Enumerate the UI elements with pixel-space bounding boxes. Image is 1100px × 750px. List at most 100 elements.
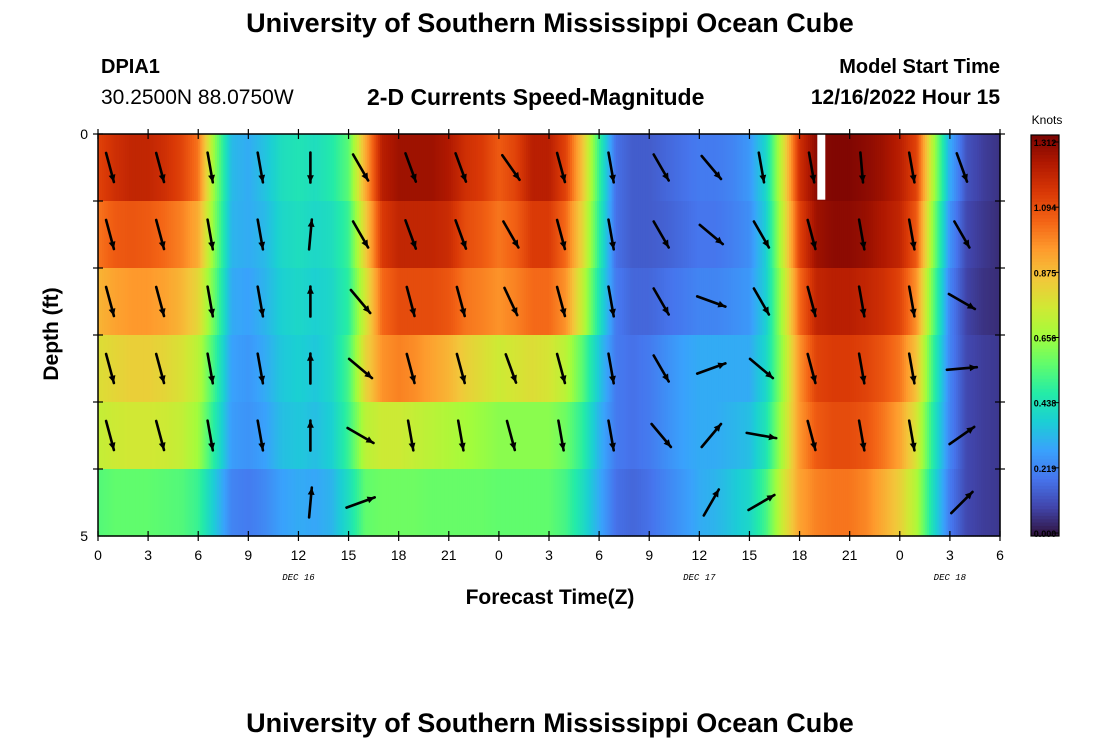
current-arrow xyxy=(806,419,817,452)
heatmap-cell xyxy=(488,268,492,336)
arrow-head xyxy=(208,174,215,183)
heatmap-cell xyxy=(183,335,187,403)
heatmap-cell xyxy=(315,335,318,403)
heatmap-cell xyxy=(812,268,815,336)
heatmap-cell xyxy=(390,134,393,202)
heatmap-cell xyxy=(342,469,345,537)
heatmap-cell xyxy=(830,201,834,269)
heatmap-cell xyxy=(394,402,398,470)
heatmap-cell xyxy=(482,335,485,403)
heatmap-cell xyxy=(937,335,941,403)
heatmap-cell xyxy=(354,402,358,470)
page-title: University of Southern Mississippi Ocean… xyxy=(246,8,854,38)
heatmap-cell xyxy=(265,201,268,269)
heatmap-cell xyxy=(285,201,289,269)
heatmap-cell xyxy=(958,134,961,202)
heatmap-cell xyxy=(150,469,153,537)
heatmap-cell xyxy=(670,402,673,470)
arrow-head xyxy=(662,172,669,181)
heatmap-cell xyxy=(417,335,421,403)
heatmap-cell xyxy=(490,134,494,202)
current-arrow xyxy=(404,152,418,183)
heatmap-cell xyxy=(899,402,903,470)
heatmap-cell xyxy=(864,469,867,537)
heatmap-cell xyxy=(634,268,638,336)
heatmap-cell xyxy=(313,335,316,403)
colorbar-segment xyxy=(1031,532,1059,537)
heatmap-cell xyxy=(622,402,625,470)
heatmap-cell xyxy=(981,134,984,202)
heatmap-cell xyxy=(277,335,281,403)
heatmap-cell xyxy=(546,134,550,202)
heatmap-cell xyxy=(223,134,226,202)
heatmap-cell xyxy=(995,134,999,202)
heatmap-cell xyxy=(864,402,867,470)
heatmap-cell xyxy=(599,469,602,537)
heatmap-cell xyxy=(847,402,851,470)
heatmap-cell xyxy=(803,134,807,202)
heatmap-cell xyxy=(732,469,736,537)
heatmap-cell xyxy=(832,469,836,537)
heatmap-cell xyxy=(891,134,895,202)
heatmap-cell xyxy=(340,134,343,202)
heatmap-cell xyxy=(682,335,686,403)
heatmap-cell xyxy=(171,335,174,403)
heatmap-cell xyxy=(542,268,546,336)
heatmap-cell xyxy=(862,469,865,537)
heatmap-cell xyxy=(290,402,293,470)
heatmap-cell xyxy=(789,201,792,269)
heatmap-cell xyxy=(425,268,429,336)
heatmap-cell xyxy=(645,201,648,269)
heatmap-cell xyxy=(98,134,101,202)
heatmap-cell xyxy=(377,402,381,470)
heatmap-cell xyxy=(340,268,343,336)
heatmap-cell xyxy=(173,268,176,336)
heatmap-cell xyxy=(557,335,561,403)
colorbar-segment xyxy=(1031,372,1059,377)
heatmap-cell xyxy=(438,402,442,470)
current-arrow xyxy=(104,218,116,251)
heatmap-cell xyxy=(306,268,310,336)
heatmap-cell xyxy=(137,201,141,269)
heatmap-cell xyxy=(269,201,272,269)
colorbar-segment xyxy=(1031,362,1059,367)
heatmap-cell xyxy=(943,268,947,336)
heatmap-cell xyxy=(392,134,396,202)
heatmap-cell xyxy=(753,268,757,336)
heatmap-cell xyxy=(110,201,114,269)
heatmap-cell xyxy=(954,268,957,336)
heatmap-cell xyxy=(636,469,640,537)
current-arrow xyxy=(607,151,616,184)
heatmap-cell xyxy=(862,268,865,336)
heatmap-cell xyxy=(655,469,659,537)
heatmap-cell xyxy=(822,402,826,470)
heatmap-cell xyxy=(150,402,153,470)
heatmap-cell xyxy=(981,335,984,403)
heatmap-cell xyxy=(450,469,454,537)
heatmap-cell xyxy=(225,469,229,537)
heatmap-cell xyxy=(903,335,907,403)
heatmap-cell xyxy=(390,335,393,403)
heatmap-cell xyxy=(461,469,464,537)
heatmap-cell xyxy=(918,134,922,202)
heatmap-cell xyxy=(300,335,304,403)
heatmap-cell xyxy=(776,335,780,403)
heatmap-cell xyxy=(670,201,673,269)
heatmap-cell xyxy=(521,201,525,269)
heatmap-cell xyxy=(561,402,565,470)
heatmap-cell xyxy=(649,469,652,537)
arrow-head xyxy=(458,442,466,451)
heatmap-cell xyxy=(277,134,281,202)
heatmap-cell xyxy=(642,201,646,269)
heatmap-cell xyxy=(500,134,504,202)
heatmap-cell xyxy=(350,469,354,537)
heatmap-cell xyxy=(194,335,197,403)
colorbar-segment xyxy=(1031,365,1059,370)
heatmap-cell xyxy=(736,469,740,537)
heatmap-cell xyxy=(853,335,857,403)
heatmap-cell xyxy=(908,134,911,202)
heatmap-cell xyxy=(400,335,404,403)
heatmap-cell xyxy=(649,268,652,336)
heatmap-cell xyxy=(876,402,880,470)
heatmap-cell xyxy=(500,268,504,336)
